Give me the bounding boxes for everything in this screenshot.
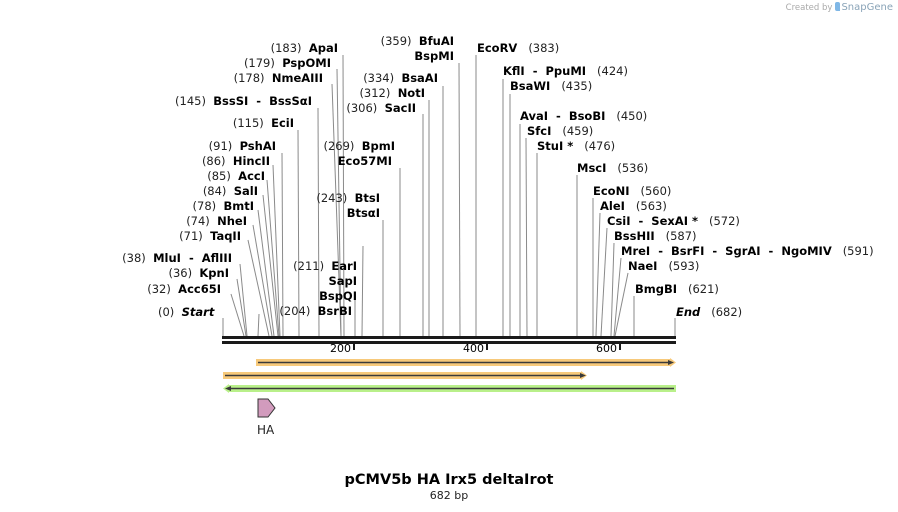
enzyme-label-sapi[interactable]: SapI (328, 274, 357, 288)
enzyme-label-bsrbi[interactable]: (204) BsrBI (279, 304, 352, 318)
enzyme-label-nhei[interactable]: (74) NheI (186, 214, 247, 228)
enzyme-label-econi[interactable]: EcoNI (560) (593, 184, 672, 198)
enzyme-label-pspomi[interactable]: (179) PspOMI (243, 56, 331, 70)
enzyme-label-ecii[interactable]: (115) EciI (232, 116, 294, 130)
enzyme-label-sacii[interactable]: (306) SacII (346, 101, 416, 115)
tick-400: 400 (463, 342, 484, 355)
enzyme-label-bsawi[interactable]: BsaWI (435) (510, 79, 593, 93)
enzyme-label-bfuai[interactable]: (359) BfuAI (380, 34, 454, 48)
enzyme-label-ecorv[interactable]: EcoRV (383) (477, 41, 560, 55)
enzyme-label-bspmi[interactable]: BspMI (414, 49, 454, 63)
enzyme-label-pshai[interactable]: (91) PshAI (208, 139, 276, 153)
enzyme-label-bsssi[interactable]: (145) BssSI - BssSαI (175, 94, 312, 108)
plasmid-title: pCMV5b HA Irx5 deltaIrot (344, 472, 554, 488)
feature-ha-arrow[interactable] (257, 398, 276, 418)
enzyme-label-hincii[interactable]: (86) HincII (201, 154, 270, 168)
enzyme-label-bsaai[interactable]: (334) BsaAI (363, 71, 438, 85)
tick-600: 600 (596, 342, 617, 355)
enzyme-label-bmgbi[interactable]: BmgBI (621) (635, 282, 719, 296)
enzyme-label-nmeaiii[interactable]: (178) NmeAIII (233, 71, 323, 85)
start-position: (0) (158, 305, 175, 319)
enzyme-label-avai[interactable]: AvaI - BsoBI (450) (520, 109, 648, 123)
enzyme-label-sfci[interactable]: SfcI (459) (527, 124, 594, 138)
feature-label-ha[interactable]: HA (257, 423, 275, 437)
enzyme-label-noti[interactable]: (312) NotI (359, 86, 425, 100)
tick-200: 200 (330, 342, 351, 355)
enzyme-label-bpmi[interactable]: (269) BpmI (323, 139, 395, 153)
end-position: (682) (711, 305, 743, 319)
backbone-bottom-strand (222, 341, 676, 344)
enzyme-label-bspqi[interactable]: BspQI (319, 289, 357, 303)
start-marker: (0) Start (158, 305, 214, 319)
credit-brand: SnapGene (841, 2, 893, 13)
end-label: End (676, 305, 701, 319)
enzyme-label-acci[interactable]: (85) AccI (207, 169, 265, 183)
feature-arrow-green[interactable] (223, 384, 676, 393)
cut-site-lines (222, 54, 676, 337)
feature-arrow-orange-2[interactable] (223, 371, 587, 380)
enzyme-label-bsshii[interactable]: BssHII (587) (614, 229, 697, 243)
enzyme-label-naei[interactable]: NaeI (593) (628, 259, 700, 273)
ruler-ticks (353, 344, 621, 350)
enzyme-label-eco57mi[interactable]: Eco57MI (337, 154, 392, 168)
enzyme-label-bmti[interactable]: (78) BmtI (192, 199, 254, 213)
enzyme-label-stui[interactable]: StuI * (476) (537, 139, 616, 153)
enzyme-label-kfli[interactable]: KflI - PpuMI (424) (503, 64, 628, 78)
enzyme-label-sali[interactable]: (84) SalI (202, 184, 258, 198)
end-marker: End (682) (676, 305, 742, 319)
enzyme-label-eari[interactable]: (211) EarI (293, 259, 357, 273)
enzyme-label-btsi[interactable]: (243) BtsI (316, 191, 380, 205)
backbone-top-strand (222, 336, 676, 339)
start-label: Start (181, 305, 215, 319)
snapgene-logo-icon (835, 2, 841, 11)
enzyme-label-kpni[interactable]: (36) KpnI (168, 266, 229, 280)
enzyme-label-taqii[interactable]: (71) TaqII (179, 229, 241, 243)
enzyme-label-mrei[interactable]: MreI - BsrFI - SgrAI - NgoMIV (591) (621, 244, 874, 258)
enzyme-label-mlui[interactable]: (38) MluI - AflIII (122, 251, 232, 265)
snapgene-credit: Created by SnapGene (786, 2, 893, 13)
enzyme-label-acc65i[interactable]: (32) Acc65I (147, 282, 221, 296)
enzyme-label-csii[interactable]: CsiI - SexAI * (572) (607, 214, 740, 228)
credit-prefix: Created by (785, 3, 833, 13)
feature-arrow-orange-1[interactable] (256, 358, 676, 367)
enzyme-label-alei[interactable]: AleI (563) (600, 199, 667, 213)
enzyme-label-apai[interactable]: (183) ApaI (270, 41, 338, 55)
plasmid-length: 682 bp (429, 489, 469, 502)
enzyme-label-msci[interactable]: MscI (536) (577, 161, 649, 175)
enzyme-label-btsai[interactable]: BtsαI (346, 206, 380, 220)
